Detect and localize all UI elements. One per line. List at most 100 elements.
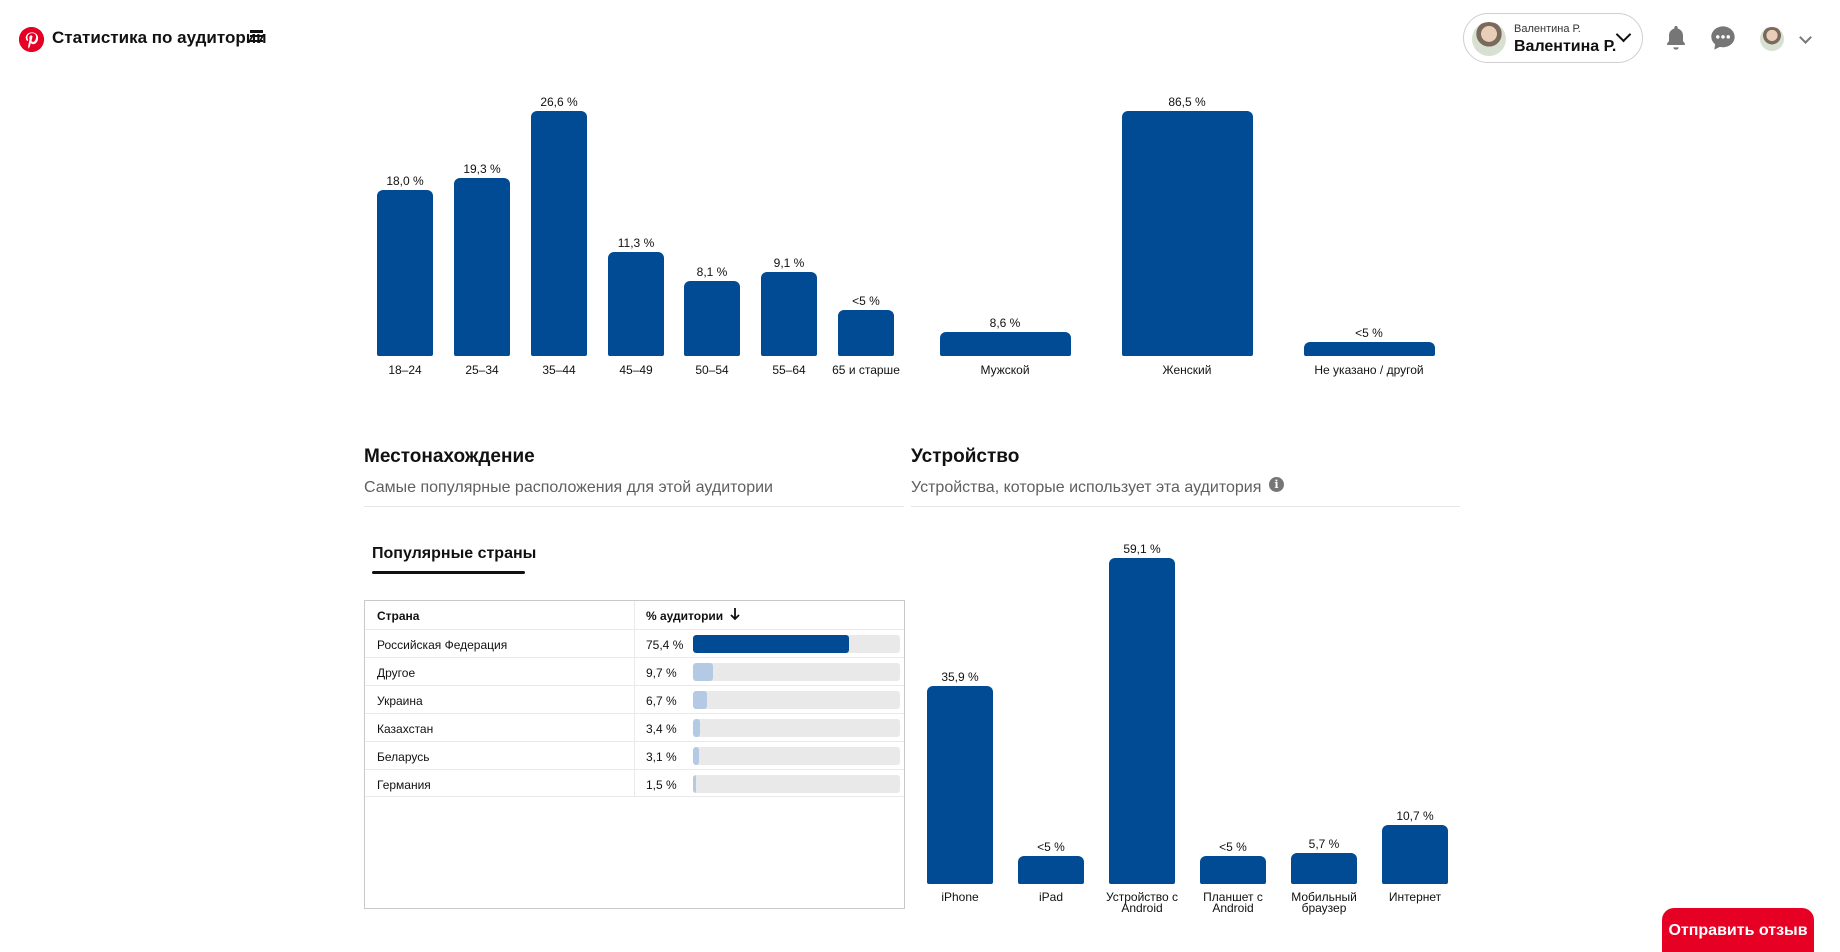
percentage-bar-fill [693,747,700,765]
bar-value-label: <5 % [1355,325,1383,340]
bar-value-label: 35,9 % [941,669,979,684]
chevron-down-icon[interactable] [1799,31,1812,44]
percentage-bar-track [693,747,900,765]
category-label: Женский [1162,363,1212,377]
percentage-bar-fill [693,775,697,793]
bar-value-label: 26,6 % [540,95,578,109]
country-name: Российская Федерация [377,638,508,652]
category-label: 25–34 [465,363,499,377]
chart-bar[interactable] [531,111,587,356]
hamburger-menu-icon[interactable] [250,30,263,43]
column-separator [634,601,635,797]
percentage-bar-track [693,663,900,681]
chart-bar[interactable] [608,251,664,356]
table-row: Российская Федерация 75,4 % [365,629,904,657]
country-name: Казахстан [377,722,434,736]
chart-bar[interactable] [1303,341,1435,356]
account-switcher[interactable]: Валентина Р. Валентина Р. [1463,13,1643,63]
percentage-bar-track [693,775,900,793]
chart-bar[interactable] [1382,824,1448,884]
bar-value-label: 59,1 % [1123,542,1161,556]
messages-icon[interactable] [1709,24,1737,52]
chevron-down-icon [1615,26,1632,43]
audience-pct: 3,4 % [646,722,677,736]
info-icon[interactable]: i [1269,477,1284,492]
chart-bar[interactable] [1291,852,1357,884]
percentage-bar-fill [693,635,850,653]
country-name: Германия [377,778,431,792]
table-row: Беларусь 3,1 % [365,741,904,769]
category-label: 65 и старше [832,363,900,377]
tab-underline [372,571,525,574]
table-row: Казахстан 3,4 % [365,713,904,741]
bar-value-label: 11,3 % [617,235,655,250]
category-label: iPhone [941,890,979,904]
bar-value-label: 9,1 % [773,256,805,271]
table-row: Другое 9,7 % [365,657,904,685]
country-name: Беларусь [377,750,430,764]
category-label: Мобильный браузер [1291,890,1357,915]
app-title: Статистика по аудитории [52,28,267,47]
device-subtitle: Устройства, которые использует эта аудит… [911,479,1262,496]
column-header-country[interactable]: Страна [377,609,420,623]
send-feedback-button[interactable]: Отправить отзыв [1662,908,1814,952]
audience-pct: 6,7 % [646,694,677,708]
chart-bar[interactable] [684,281,740,356]
category-label: Устройство с Android [1105,890,1179,915]
countries-table: Страна % аудитории Российская Федерация 7… [364,600,905,909]
percentage-bar-track [693,719,900,737]
percentage-bar-fill [693,719,701,737]
chart-bar[interactable] [1109,558,1175,884]
audience-pct: 1,5 % [646,778,677,792]
chart-bar[interactable] [377,190,433,356]
account-name-small: Валентина Р. [1514,23,1581,35]
bar-value-label: 5,7 % [1308,836,1340,851]
country-name: Украина [377,694,423,708]
bar-value-label: <5 % [852,293,880,308]
chart-bar[interactable] [838,309,894,356]
bar-value-label: 86,5 % [1168,95,1206,109]
audience-pct: 3,1 % [646,750,677,764]
account-name: Валентина Р. [1514,38,1617,55]
chart-bar[interactable] [454,178,510,356]
chart-bar[interactable] [761,272,817,356]
bell-icon[interactable] [1662,24,1690,52]
category-label: 55–64 [772,363,806,377]
chart-bar[interactable] [1018,856,1084,884]
divider [911,506,1460,507]
bar-value-label: <5 % [1219,840,1247,855]
percentage-bar-fill [693,663,714,681]
audience-pct: 75,4 % [646,638,684,652]
percentage-bar-track [693,691,900,709]
chart-bar[interactable] [939,331,1071,356]
category-label: 45–49 [619,363,653,377]
category-label: Мужской [980,363,1030,377]
sort-down-arrow-icon[interactable] [730,608,740,621]
bar-value-label: 8,6 % [989,315,1021,330]
percentage-bar-fill [693,691,707,709]
chart-bar[interactable] [1200,856,1266,884]
location-title: Местонахождение [364,446,535,467]
user-avatar[interactable] [1760,27,1784,51]
audience-pct: 9,7 % [646,666,677,680]
device-title: Устройство [911,446,1020,467]
tab-top-countries[interactable]: Популярные страны [372,545,537,562]
category-label: iPad [1038,890,1064,904]
pinterest-logo-icon[interactable] [19,27,44,52]
category-label: 35–44 [542,363,576,377]
percentage-bar-track [693,635,900,653]
bar-value-label: <5 % [1037,840,1065,855]
country-name: Другое [377,666,416,680]
bar-value-label: 10,7 % [1396,808,1434,823]
table-row: Украина 6,7 % [365,685,904,713]
chart-bar[interactable] [927,685,993,884]
bar-value-label: 19,3 % [463,162,501,177]
category-label: Интернет [1388,890,1442,904]
category-label: 50–54 [695,363,729,377]
bar-value-label: 18,0 % [386,174,424,189]
chart-bar[interactable] [1121,111,1253,356]
table-row: Германия 1,5 % [365,769,904,797]
column-header-audience-pct[interactable]: % аудитории [646,609,724,623]
category-label: Планшет с Android [1203,890,1263,915]
category-label: Не указано / другой [1314,363,1424,377]
